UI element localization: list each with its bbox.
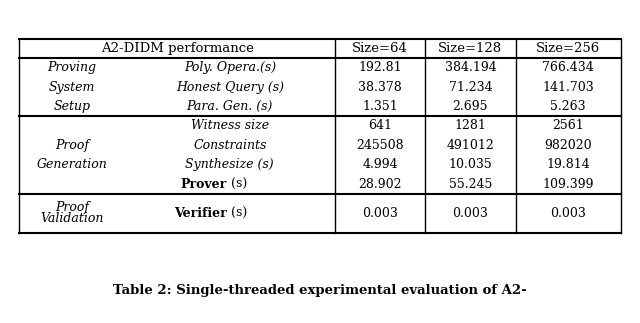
Text: 28.902: 28.902 <box>358 178 402 191</box>
Text: Proof: Proof <box>55 201 89 214</box>
Text: 1281: 1281 <box>454 120 486 132</box>
Text: 19.814: 19.814 <box>547 158 590 171</box>
Text: 0.003: 0.003 <box>550 207 586 220</box>
Text: 982020: 982020 <box>545 139 592 152</box>
Text: Proving: Proving <box>47 61 97 74</box>
Text: 109.399: 109.399 <box>543 178 594 191</box>
Text: 38.378: 38.378 <box>358 81 402 94</box>
Text: 641: 641 <box>368 120 392 132</box>
Text: Prover: Prover <box>180 178 227 191</box>
Text: Size=256: Size=256 <box>536 42 600 55</box>
Text: 0.003: 0.003 <box>452 207 488 220</box>
Text: 55.245: 55.245 <box>449 178 492 191</box>
Text: 0.003: 0.003 <box>362 207 398 220</box>
Text: Setup: Setup <box>53 100 90 113</box>
Text: (s): (s) <box>227 207 247 220</box>
Text: Generation: Generation <box>36 158 108 171</box>
Text: Validation: Validation <box>40 212 104 225</box>
Text: 245508: 245508 <box>356 139 404 152</box>
Text: 1.351: 1.351 <box>362 100 398 113</box>
Text: A2-DIDM performance: A2-DIDM performance <box>100 42 253 55</box>
Text: 192.81: 192.81 <box>358 61 402 74</box>
Text: 4.994: 4.994 <box>362 158 398 171</box>
Text: Table 2: Single-threaded experimental evaluation of A2-: Table 2: Single-threaded experimental ev… <box>113 284 527 297</box>
Text: Verifier: Verifier <box>174 207 227 220</box>
Text: Synthesize (s): Synthesize (s) <box>186 158 274 171</box>
Text: 141.703: 141.703 <box>542 81 594 94</box>
Text: 2561: 2561 <box>552 120 584 132</box>
Text: Poly. Opera.(s): Poly. Opera.(s) <box>184 61 276 74</box>
Text: (s): (s) <box>227 178 247 191</box>
Text: Para. Gen. (s): Para. Gen. (s) <box>187 100 273 113</box>
Text: Proof: Proof <box>55 139 89 152</box>
Text: Constraints: Constraints <box>193 139 266 152</box>
Text: 491012: 491012 <box>447 139 494 152</box>
Text: 5.263: 5.263 <box>550 100 586 113</box>
Text: 71.234: 71.234 <box>449 81 492 94</box>
Text: Size=128: Size=128 <box>438 42 502 55</box>
Text: Honest Query (s): Honest Query (s) <box>176 81 284 94</box>
Text: System: System <box>49 81 95 94</box>
Text: 2.695: 2.695 <box>452 100 488 113</box>
Text: 766.434: 766.434 <box>542 61 594 74</box>
Text: Size=64: Size=64 <box>352 42 408 55</box>
Text: 384.194: 384.194 <box>445 61 496 74</box>
Text: Witness size: Witness size <box>191 120 269 132</box>
Text: 10.035: 10.035 <box>449 158 492 171</box>
